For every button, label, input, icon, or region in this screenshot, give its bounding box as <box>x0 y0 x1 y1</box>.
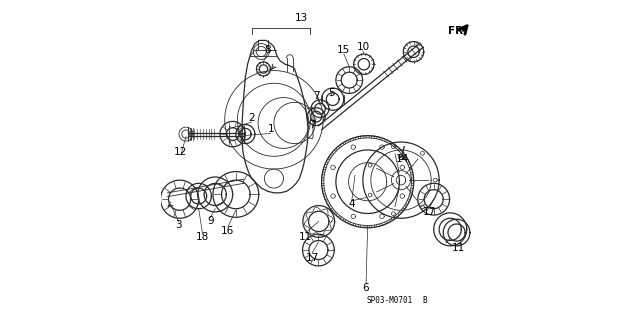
Text: 11: 11 <box>452 243 465 253</box>
Text: 3: 3 <box>175 219 182 230</box>
Text: 7: 7 <box>314 91 320 101</box>
Text: 8: 8 <box>264 45 271 55</box>
Text: 13: 13 <box>294 13 308 23</box>
Text: SP03-M0701: SP03-M0701 <box>366 296 412 305</box>
Text: 15: 15 <box>337 45 351 55</box>
Text: 10: 10 <box>356 42 369 52</box>
Text: B: B <box>422 296 427 305</box>
Text: 16: 16 <box>221 226 234 236</box>
Text: 12: 12 <box>174 146 188 157</box>
Text: 17: 17 <box>305 253 319 263</box>
Text: 17: 17 <box>423 207 436 217</box>
Text: FR.: FR. <box>449 26 468 36</box>
Text: 1: 1 <box>268 124 274 134</box>
Text: 6: 6 <box>363 283 369 293</box>
Text: 7: 7 <box>308 120 316 130</box>
Text: 2: 2 <box>248 113 255 123</box>
Text: 9: 9 <box>207 216 214 226</box>
Text: 11: 11 <box>299 232 312 242</box>
Text: 5: 5 <box>328 88 335 98</box>
Text: 14: 14 <box>396 154 409 165</box>
Text: 4: 4 <box>348 199 355 209</box>
Text: 18: 18 <box>196 232 209 242</box>
